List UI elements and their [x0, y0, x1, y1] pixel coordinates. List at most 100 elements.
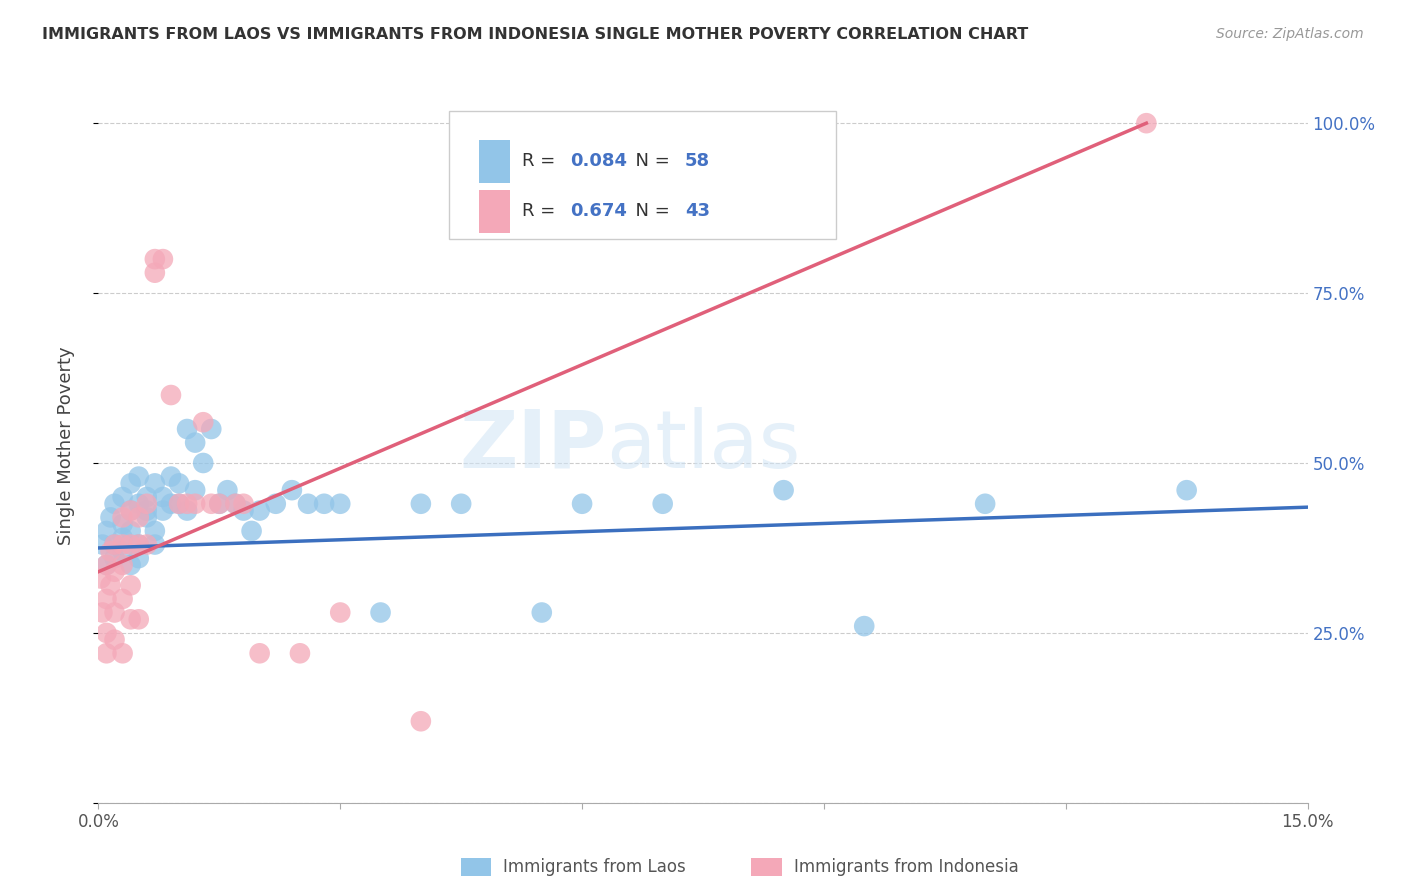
Point	[288, 646, 311, 660]
Point	[1175, 483, 1198, 498]
Point	[160, 497, 183, 511]
Point	[853, 619, 876, 633]
Point	[167, 497, 190, 511]
Point	[90, 572, 112, 586]
Point	[128, 510, 150, 524]
Point	[184, 497, 207, 511]
Point	[135, 510, 157, 524]
Text: Immigrants from Laos: Immigrants from Laos	[503, 858, 686, 876]
Text: N =: N =	[624, 202, 676, 220]
Point	[143, 252, 166, 266]
Point	[232, 497, 254, 511]
Point	[193, 415, 215, 429]
Point	[200, 422, 222, 436]
Point	[103, 606, 125, 620]
Point	[135, 497, 157, 511]
Point	[217, 483, 239, 498]
Point	[152, 252, 174, 266]
Point	[143, 524, 166, 538]
Point	[184, 435, 207, 450]
FancyBboxPatch shape	[479, 140, 509, 183]
Point	[100, 544, 122, 558]
Point	[232, 503, 254, 517]
Point	[103, 632, 125, 647]
Text: 0.674: 0.674	[569, 202, 627, 220]
Point	[530, 606, 553, 620]
Point	[111, 490, 134, 504]
Point	[281, 483, 304, 498]
FancyBboxPatch shape	[449, 111, 837, 239]
Point	[651, 497, 673, 511]
Point	[240, 524, 263, 538]
Point	[160, 469, 183, 483]
Point	[772, 483, 794, 498]
Text: R =: R =	[522, 202, 561, 220]
Point	[96, 558, 118, 572]
Point	[143, 266, 166, 280]
Point	[120, 476, 142, 491]
Point	[297, 497, 319, 511]
Point	[103, 537, 125, 551]
Point	[409, 497, 432, 511]
Point	[128, 537, 150, 551]
Point	[135, 490, 157, 504]
Text: R =: R =	[522, 153, 561, 170]
Point	[143, 537, 166, 551]
Text: Immigrants from Indonesia: Immigrants from Indonesia	[793, 858, 1018, 876]
Point	[224, 497, 246, 511]
Point	[120, 503, 142, 517]
Point	[120, 558, 142, 572]
Point	[128, 469, 150, 483]
Point	[96, 558, 118, 572]
Point	[111, 537, 134, 551]
Point	[450, 497, 472, 511]
Point	[120, 537, 142, 551]
Point	[193, 456, 215, 470]
Point	[176, 422, 198, 436]
Text: 58: 58	[685, 153, 710, 170]
Point	[974, 497, 997, 511]
Point	[264, 497, 287, 511]
Point	[152, 503, 174, 517]
Point	[370, 606, 392, 620]
Text: N =: N =	[624, 153, 676, 170]
Point	[96, 646, 118, 660]
Text: atlas: atlas	[606, 407, 800, 485]
Point	[249, 646, 271, 660]
Point	[208, 497, 231, 511]
Text: IMMIGRANTS FROM LAOS VS IMMIGRANTS FROM INDONESIA SINGLE MOTHER POVERTY CORRELAT: IMMIGRANTS FROM LAOS VS IMMIGRANTS FROM …	[42, 27, 1028, 42]
Text: ZIP: ZIP	[458, 407, 606, 485]
Point	[143, 476, 166, 491]
Point	[184, 483, 207, 498]
Text: 0.084: 0.084	[569, 153, 627, 170]
Point	[91, 537, 114, 551]
Point	[96, 626, 118, 640]
Point	[111, 517, 134, 532]
Point	[176, 497, 198, 511]
Point	[329, 497, 352, 511]
Point	[120, 578, 142, 592]
Point	[111, 591, 134, 606]
FancyBboxPatch shape	[751, 858, 782, 876]
Point	[111, 558, 134, 572]
Point	[111, 646, 134, 660]
FancyBboxPatch shape	[461, 858, 492, 876]
Point	[111, 531, 134, 545]
Point	[120, 524, 142, 538]
Point	[167, 476, 190, 491]
Point	[96, 524, 118, 538]
Point	[409, 714, 432, 729]
FancyBboxPatch shape	[479, 190, 509, 233]
Point	[91, 606, 114, 620]
Point	[128, 497, 150, 511]
Point	[120, 503, 142, 517]
Point	[128, 612, 150, 626]
Point	[96, 591, 118, 606]
Point	[167, 497, 190, 511]
Point	[135, 537, 157, 551]
Point	[103, 565, 125, 579]
Point	[571, 497, 593, 511]
Point	[100, 578, 122, 592]
Point	[1135, 116, 1157, 130]
Point	[200, 497, 222, 511]
